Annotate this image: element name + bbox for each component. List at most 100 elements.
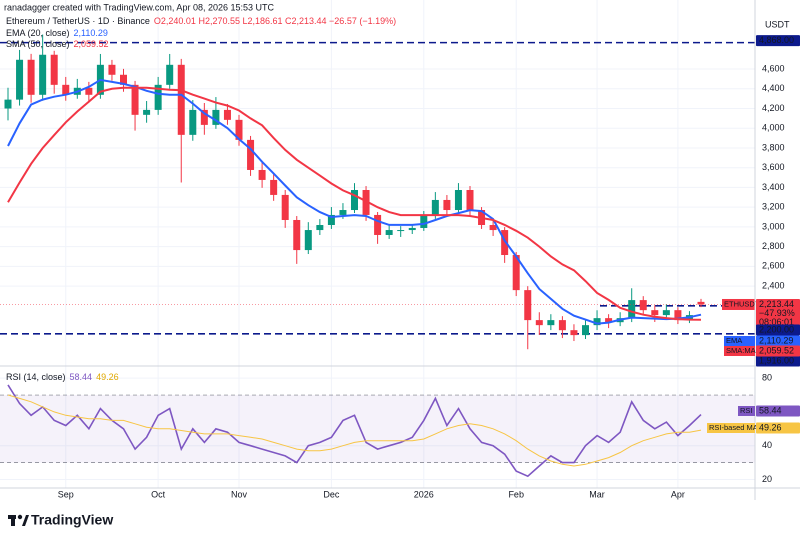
candle-body: [582, 325, 589, 336]
candle-body: [120, 74, 127, 85]
series-line: [7, 86, 702, 321]
y-tick-label: 4,600: [762, 63, 785, 73]
candle-body: [547, 320, 555, 326]
legend-value: 2,110.29: [74, 28, 108, 38]
candle-body: [339, 210, 347, 215]
x-tick-label: Sep: [58, 489, 74, 499]
series-tag: [724, 346, 755, 356]
legend-value: 58.44: [70, 372, 93, 382]
candle-body: [85, 87, 93, 95]
candle-body: [512, 255, 520, 291]
candle-body: [466, 189, 474, 211]
y-tick-label: 80: [762, 373, 772, 383]
plot: ETHUSDT: [0, 34, 760, 478]
x-tick-label: Nov: [231, 489, 248, 499]
rsi-title: RSI (14, close): [6, 372, 66, 382]
axes: 2,400 2,600 2,800 3,000 3,200 3,400 3,600 3,800…: [58, 35, 800, 499]
x-tick-label: Dec: [323, 489, 340, 499]
candle-body: [258, 169, 266, 180]
logo: TradingView: [8, 512, 113, 528]
candle-body: [570, 330, 578, 336]
y-tick-label: 3,200: [762, 202, 785, 212]
logo-icon: [17, 514, 23, 520]
y-tick-label: 4,000: [762, 123, 785, 133]
candle-body: [420, 214, 428, 228]
currency: USDT: [765, 19, 790, 29]
y-tick-label: 3,400: [762, 182, 785, 192]
price-tag-label: −47.93%: [759, 308, 795, 318]
candle-body: [316, 225, 324, 231]
candle-body: [50, 54, 58, 85]
series-tag: [724, 336, 755, 346]
price-tag: [756, 355, 800, 367]
y-tick-label: 3,000: [762, 221, 785, 231]
candle-body: [639, 300, 647, 311]
candle-body: [235, 119, 243, 140]
symbol-tag-label: ETHUSDT: [724, 299, 760, 308]
candle-body: [628, 300, 636, 319]
candle-body: [223, 109, 231, 120]
series-tag: [707, 423, 755, 433]
price-tag-label: 1,916.00: [759, 355, 794, 365]
price-tag-label: 2,200.00: [759, 324, 794, 334]
price-tag-label: 58.44: [759, 405, 782, 415]
candle-body: [177, 64, 185, 135]
price-tag: [756, 405, 800, 417]
symbol-line: Ethereum / TetherUS · 1D · Binance O2,240…: [6, 16, 396, 26]
candle-body: [351, 189, 358, 211]
candle-body: [558, 320, 566, 331]
price-tag-label: 49.26: [759, 422, 782, 432]
candle-body: [4, 99, 12, 109]
candle-body: [501, 230, 509, 256]
candle-body: [605, 318, 613, 323]
series-tag-label: RSI: [740, 406, 753, 415]
candle-body: [674, 310, 682, 321]
candle-body: [362, 189, 370, 215]
y-tick-label: 2,800: [762, 241, 785, 251]
candle-body: [108, 64, 116, 75]
x-tick-label: Oct: [151, 489, 166, 499]
candle-body: [443, 199, 451, 211]
x-tick-label: Feb: [508, 489, 524, 499]
price-tag: [756, 335, 800, 347]
y-tick-label: 3,600: [762, 162, 785, 172]
series-line: [7, 384, 702, 478]
logo-text: TradingView: [31, 512, 113, 528]
candle-body: [293, 219, 301, 251]
candle-body: [39, 54, 47, 95]
credit: ranadagger created with TradingView.com,…: [4, 2, 274, 12]
symbol: Ethereum / TetherUS · 1D · Binance: [6, 16, 150, 26]
candle-body: [62, 84, 70, 95]
x-tick-label: Mar: [589, 489, 605, 499]
candle-body: [189, 109, 197, 135]
candle-body: [662, 310, 670, 316]
candle-body: [408, 227, 416, 231]
price-tag: [756, 298, 800, 310]
candle-body: [431, 199, 439, 215]
candle-body: [397, 230, 405, 232]
candle-body: [454, 189, 462, 211]
price-tag-label: 2,213.44: [759, 299, 794, 309]
candle-body: [535, 320, 543, 326]
legend-name: SMA (50, close): [6, 39, 70, 49]
candle-body: [27, 59, 35, 95]
price-tag-label: 2,110.29: [759, 335, 793, 345]
candle-body: [524, 290, 532, 321]
ohlc: O2,240.01 H2,270.55 L2,186.61 C2,213.44 …: [154, 16, 396, 26]
series-tag: [738, 406, 755, 416]
price-tag: [756, 422, 800, 434]
candle-body: [131, 84, 139, 115]
candle-body: [374, 214, 382, 235]
price-tag-label: 08:06:01: [759, 317, 794, 327]
y-tick-label: 4,400: [762, 83, 785, 93]
logo-icon: [22, 515, 29, 526]
legend-name: EMA (20, close): [6, 28, 70, 38]
y-tick-label: 4,200: [762, 103, 785, 113]
rsi-band: [0, 395, 755, 463]
price-tag-label: 2,059.52: [759, 345, 794, 355]
grid: [0, 0, 755, 488]
y-tick-label: 3,800: [762, 142, 785, 152]
price-tag: [756, 35, 800, 47]
price-tag: [756, 345, 800, 357]
